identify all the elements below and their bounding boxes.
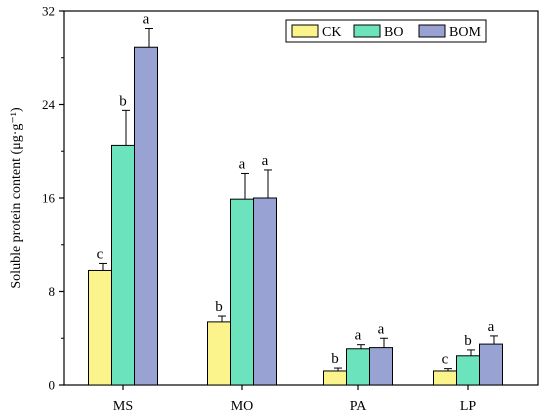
bar <box>253 197 277 386</box>
y-tick-label: 16 <box>42 191 56 206</box>
y-tick-label: 24 <box>42 97 56 112</box>
significance-letter: a <box>262 153 269 169</box>
significance-letter: a <box>239 156 246 172</box>
bar <box>323 370 347 386</box>
x-tick-label: MS <box>113 399 133 414</box>
bar <box>88 269 112 386</box>
legend-swatch <box>353 24 381 38</box>
bar <box>369 347 393 386</box>
bar <box>134 46 158 386</box>
significance-letter: c <box>442 352 449 368</box>
significance-letter: c <box>97 246 104 262</box>
bar <box>433 370 457 386</box>
significance-letter: a <box>378 321 385 337</box>
significance-letter: a <box>488 319 495 335</box>
legend: CK BO BOM <box>285 19 487 43</box>
y-axis: 0 8 16 24 32 <box>42 4 64 393</box>
bar <box>111 144 135 386</box>
bar <box>479 343 503 386</box>
bar <box>456 355 480 386</box>
y-axis-title: Soluble protein content (μg·g⁻¹) <box>9 107 24 289</box>
significance-letter: b <box>331 351 339 367</box>
bar <box>346 348 370 386</box>
significance-letter: b <box>215 299 223 315</box>
y-tick-label: 8 <box>49 284 56 299</box>
bar <box>207 321 231 386</box>
significance-letter: a <box>143 12 150 28</box>
legend-swatch <box>291 24 319 38</box>
legend-swatch <box>418 24 446 38</box>
legend-label: BO <box>384 25 403 40</box>
x-axis: MS MO PA LP <box>113 385 476 414</box>
y-tick-label: 32 <box>42 4 55 19</box>
significance-letter: a <box>355 328 362 344</box>
x-tick-label: PA <box>350 399 368 414</box>
bar <box>230 198 254 386</box>
significance-letter: b <box>119 93 127 109</box>
y-tick-label: 0 <box>49 378 56 393</box>
legend-label: CK <box>322 25 341 40</box>
x-tick-label: MO <box>231 399 254 414</box>
x-tick-label: LP <box>460 399 477 414</box>
significance-letter: b <box>464 333 472 349</box>
legend-label: BOM <box>449 25 481 40</box>
